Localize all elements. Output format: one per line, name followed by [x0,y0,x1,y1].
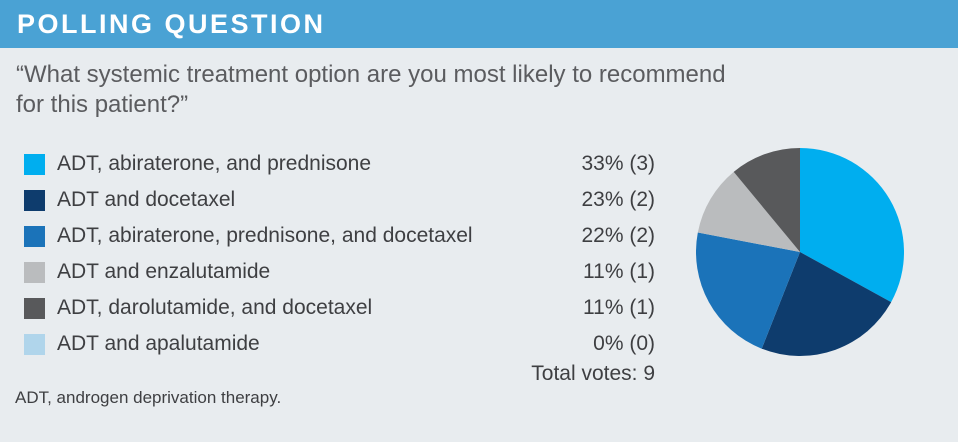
legend-swatch [24,153,45,175]
footnote: ADT, androgen deprivation therapy. [15,388,282,407]
legend-result: 23% (2) [581,188,655,211]
pie-slice [733,148,800,252]
legend-swatch [24,225,45,247]
legend-label: ADT and enzalutamide [57,260,271,283]
legend-result: 11% (1) [583,296,655,319]
legend-result: 22% (2) [581,224,655,247]
legend-result: 0% (0) [593,332,655,355]
legend-row: ADT, abiraterone, and prednisone 33% (3) [24,146,655,182]
total-votes: Total votes: 9 [531,362,655,385]
legend-row: ADT and enzalutamide 11% (1) [24,254,655,290]
legend-row: ADT and docetaxel 23% (2) [24,182,655,218]
legend-swatch [24,261,45,283]
legend-label: ADT and docetaxel [57,188,236,211]
pie-slice [697,171,800,252]
legend-swatch [24,333,45,355]
pie-slice [761,252,892,357]
question-text: “What systemic treatment option are you … [16,61,726,118]
pie-slice [695,232,800,349]
legend-label: ADT, darolutamide, and docetaxel [57,296,373,319]
legend-swatch [24,297,45,319]
page-title: POLLING QUESTION [17,8,326,39]
legend-result: 33% (3) [581,152,655,175]
poll-legend: ADT, abiraterone, and prednisone 33% (3)… [24,146,655,362]
legend-label: ADT and apalutamide [57,332,260,355]
legend-row: ADT, abiraterone, prednisone, and doceta… [24,218,655,254]
pie-chart [695,148,905,357]
legend-label: ADT, abiraterone, prednisone, and doceta… [57,224,473,247]
legend-swatch [24,189,45,211]
legend-row: ADT and apalutamide 0% (0) [24,326,655,362]
legend-result: 11% (1) [583,260,655,283]
legend-label: ADT, abiraterone, and prednisone [57,152,372,175]
pie-slice [800,148,905,303]
legend-row: ADT, darolutamide, and docetaxel 11% (1) [24,290,655,326]
header-bar: POLLING QUESTION [0,0,958,48]
